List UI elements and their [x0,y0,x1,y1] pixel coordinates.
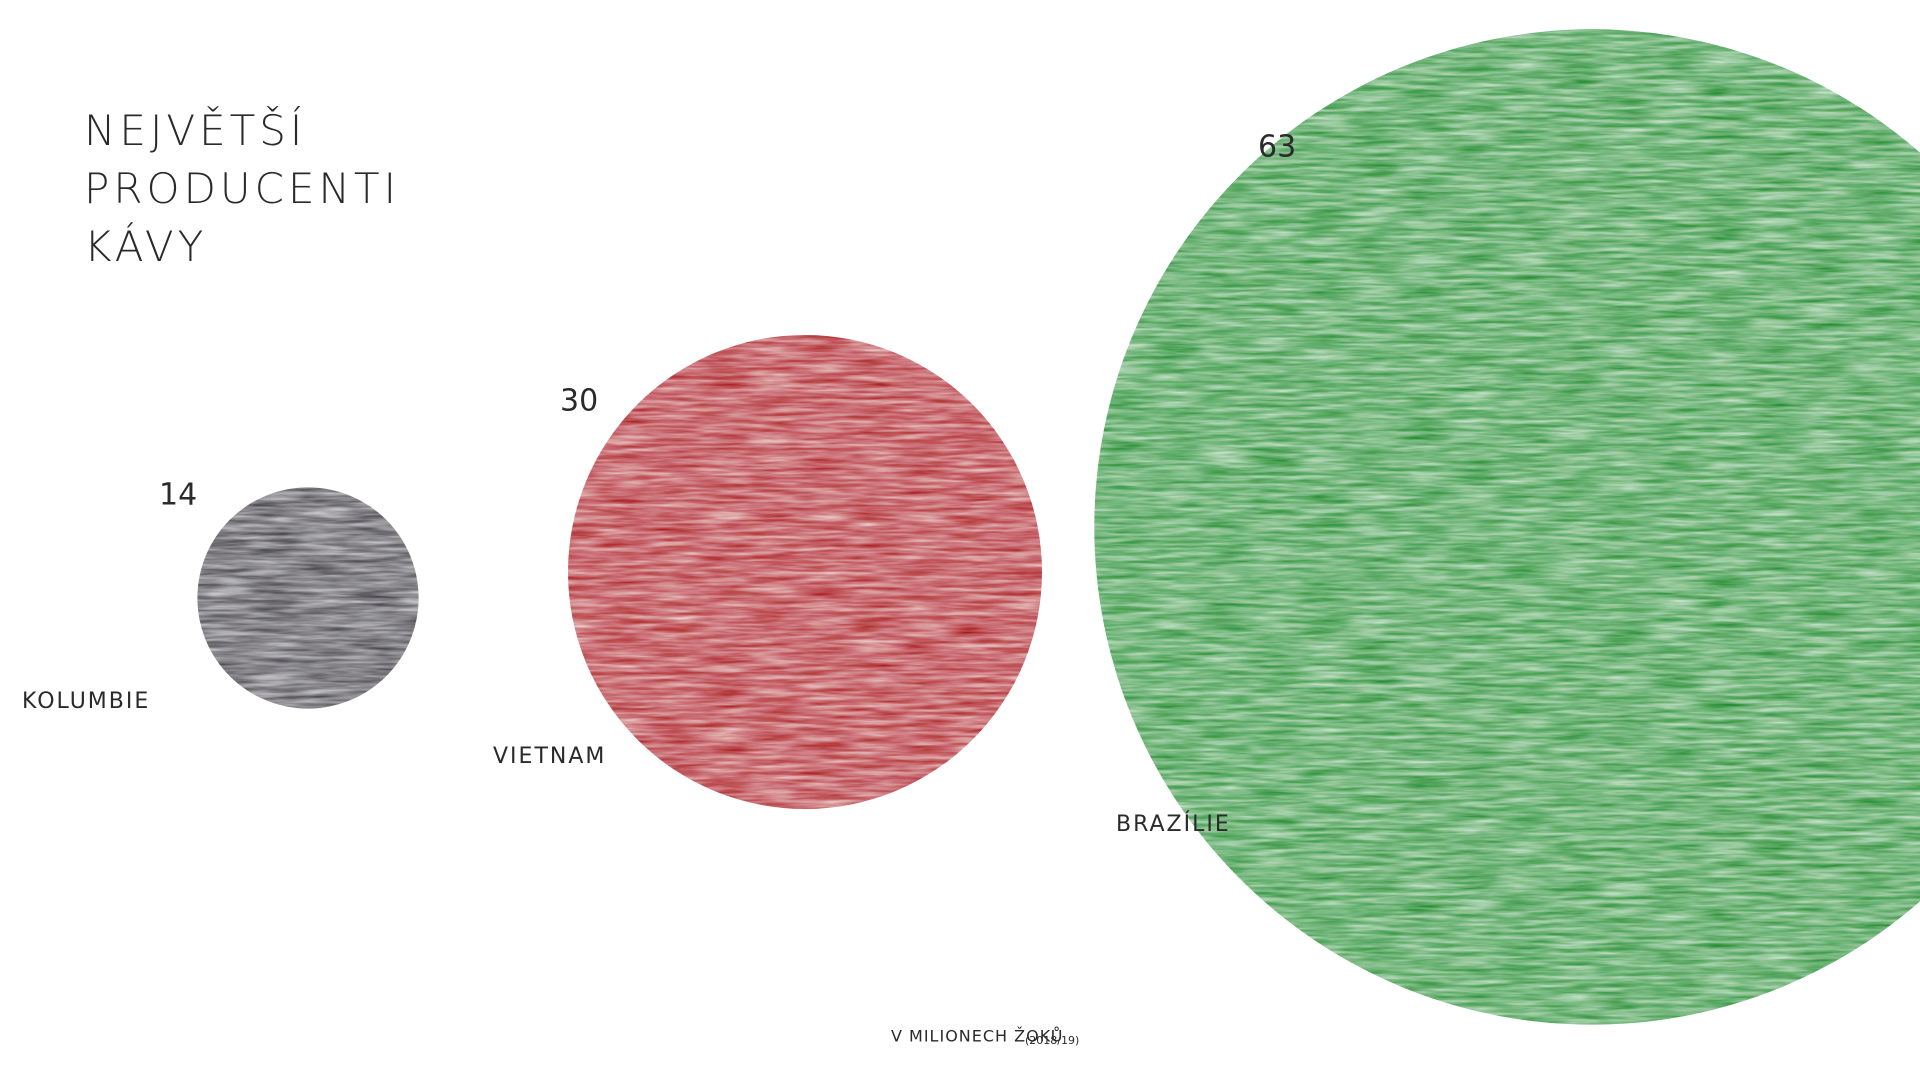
bubble [197,487,419,709]
value-label: 30 [560,384,598,419]
category-label: BRAZÍLIE [1116,811,1231,837]
value-label: 14 [159,478,197,513]
subtitle: V MILIONECH ŽOKŮ [891,1027,1063,1046]
note: (2018/19) [1025,1034,1079,1047]
bubble [1094,29,1920,1025]
value-label: 63 [1258,130,1296,165]
bubble [568,335,1042,809]
category-label: VIETNAM [493,744,606,769]
chart-title: NEJVĚTŠÍ PRODUCENTI KÁVY [84,106,400,271]
category-label: KOLUMBIE [22,689,150,714]
